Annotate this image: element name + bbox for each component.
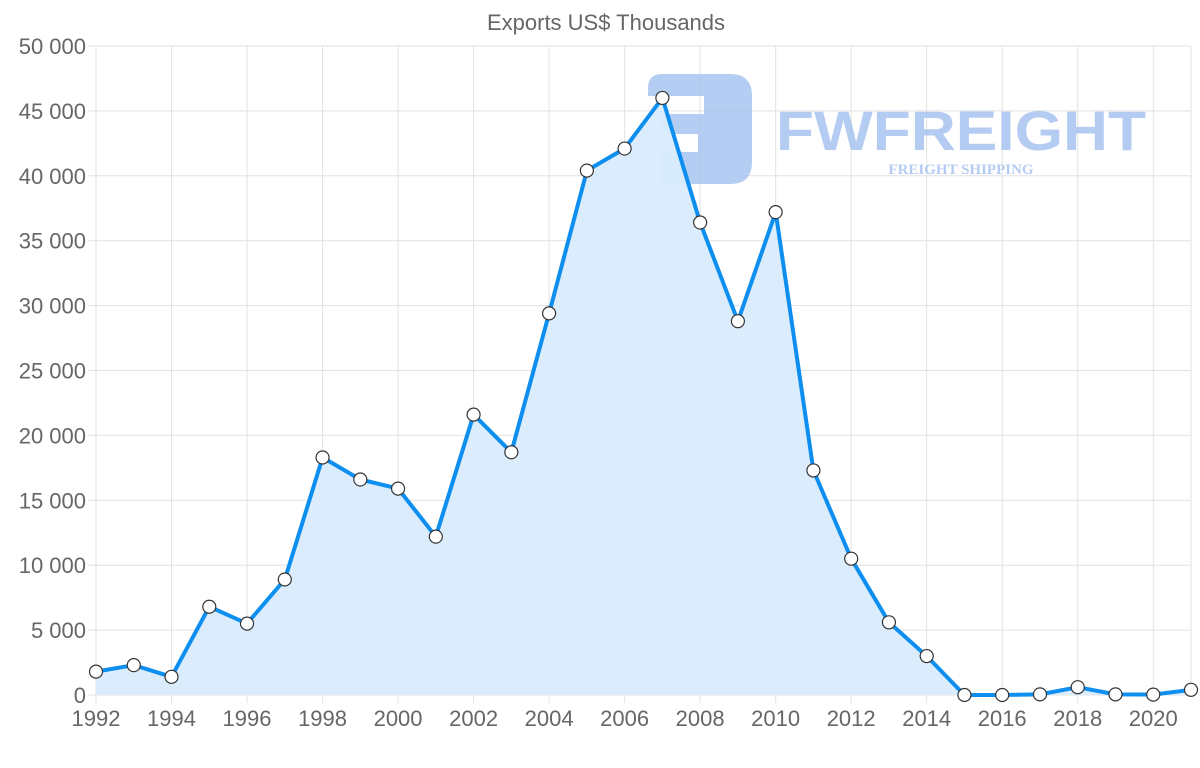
- data-point-2011[interactable]: [806, 463, 821, 478]
- y-tick-label: 0: [74, 683, 86, 708]
- watermark-tagline: FREIGHT SHIPPING: [888, 162, 1033, 178]
- data-point-2015[interactable]: [957, 687, 972, 703]
- data-point-2014[interactable]: [919, 648, 934, 664]
- y-tick-label: 30 000: [19, 294, 86, 319]
- data-point-2018[interactable]: [1070, 680, 1085, 695]
- data-point-2020[interactable]: [1146, 687, 1161, 702]
- x-tick-label: 2014: [902, 706, 951, 731]
- data-point-1996[interactable]: [239, 616, 255, 631]
- data-point-1999[interactable]: [353, 472, 368, 487]
- data-point-2002[interactable]: [466, 407, 481, 422]
- series-area-fill: [96, 97, 1191, 695]
- data-point-1997[interactable]: [277, 572, 292, 587]
- watermark-brand: FWFREIGHT: [776, 99, 1146, 162]
- x-tick-label: 1998: [298, 706, 347, 731]
- data-point-1992[interactable]: [88, 664, 104, 679]
- data-point-2006[interactable]: [617, 141, 632, 156]
- chart-title: Exports US$ Thousands: [487, 10, 725, 35]
- data-point-2010[interactable]: [768, 205, 783, 220]
- y-axis: 0 5 000 10 000 15 000 20 000 25 000 30 000 35 0…: [19, 34, 86, 708]
- data-point-2019[interactable]: [1108, 687, 1123, 702]
- data-point-1994[interactable]: [164, 669, 179, 684]
- x-tick-label: 2002: [449, 706, 498, 731]
- data-point-1995[interactable]: [202, 599, 217, 614]
- data-point-2021[interactable]: [1183, 682, 1199, 697]
- data-point-2013[interactable]: [881, 615, 897, 630]
- x-tick-label: 2008: [676, 706, 725, 731]
- data-point-2004[interactable]: [542, 306, 557, 321]
- x-tick-label: 1994: [147, 706, 196, 731]
- data-point-2008[interactable]: [693, 215, 708, 230]
- x-tick-label: 2016: [978, 706, 1027, 731]
- data-point-1993[interactable]: [126, 658, 141, 673]
- x-tick-label: 2012: [827, 706, 876, 731]
- x-tick-label: 2000: [374, 706, 423, 731]
- x-tick-label: 2010: [751, 706, 800, 731]
- data-point-1998[interactable]: [315, 450, 330, 465]
- y-tick-label: 50 000: [19, 34, 86, 59]
- data-point-2012[interactable]: [844, 551, 859, 566]
- x-tick-label: 2004: [525, 706, 574, 731]
- x-axis: 1992 1994 1996 1998 2000 2002 2004 2006 2008 2010…: [72, 706, 1178, 731]
- y-tick-label: 40 000: [19, 164, 86, 189]
- x-tick-label: 1996: [223, 706, 272, 731]
- data-point-2005[interactable]: [579, 163, 594, 178]
- data-point-2000[interactable]: [390, 481, 406, 496]
- data-point-2001[interactable]: [428, 529, 443, 544]
- x-tick-label: 2006: [600, 706, 649, 731]
- y-tick-label: 20 000: [19, 423, 86, 448]
- y-tick-label: 25 000: [19, 359, 86, 384]
- data-point-2003[interactable]: [504, 445, 519, 460]
- data-point-2016[interactable]: [995, 687, 1010, 703]
- watermark-logo: FWFREIGHT FREIGHT SHIPPING: [648, 74, 1146, 184]
- y-tick-label: 15 000: [19, 488, 86, 513]
- data-point-2017[interactable]: [1032, 687, 1048, 702]
- x-tick-label: 2018: [1053, 706, 1102, 731]
- x-tick-label: 2020: [1129, 706, 1178, 731]
- y-tick-label: 5 000: [31, 618, 86, 643]
- data-point-2007[interactable]: [655, 90, 670, 106]
- y-tick-label: 45 000: [19, 99, 86, 124]
- x-tick-label: 1992: [72, 706, 121, 731]
- y-tick-label: 10 000: [19, 553, 86, 578]
- y-tick-label: 35 000: [19, 229, 86, 254]
- area-layer: [88, 90, 1199, 703]
- data-point-2009[interactable]: [730, 314, 745, 329]
